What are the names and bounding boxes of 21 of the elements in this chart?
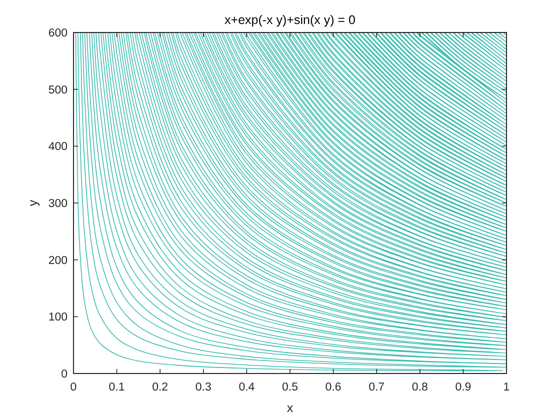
x-tick-label: 0 (70, 382, 77, 394)
x-axis-title: x (286, 401, 294, 415)
x-tick-label: 0.7 (368, 382, 385, 394)
x-tick-label: 1 (503, 382, 510, 394)
x-tick-label: 0.5 (282, 382, 298, 394)
y-tick-label: 400 (48, 141, 68, 154)
x-tick-label: 0.8 (412, 382, 428, 394)
x-tick-label: 0.1 (108, 382, 125, 394)
y-tick-label: 0 (61, 368, 68, 381)
y-tick-label: 100 (48, 312, 68, 324)
y-axis-title: y (26, 199, 40, 206)
y-tick-label: 200 (48, 254, 68, 267)
y-tick-label: 500 (48, 84, 68, 96)
x-tick-label: 0.2 (152, 382, 168, 394)
y-tick-label: 300 (48, 198, 68, 210)
x-tick-label: 0.3 (195, 382, 212, 394)
x-tick-label: 0.4 (238, 382, 256, 394)
y-tick-label: 600 (48, 28, 68, 40)
x-tick-label: 0.9 (455, 382, 472, 394)
x-tick-label: 0.6 (325, 382, 342, 394)
chart-title: x+exp(-x y)+sin(x y) = 0 (224, 13, 356, 27)
